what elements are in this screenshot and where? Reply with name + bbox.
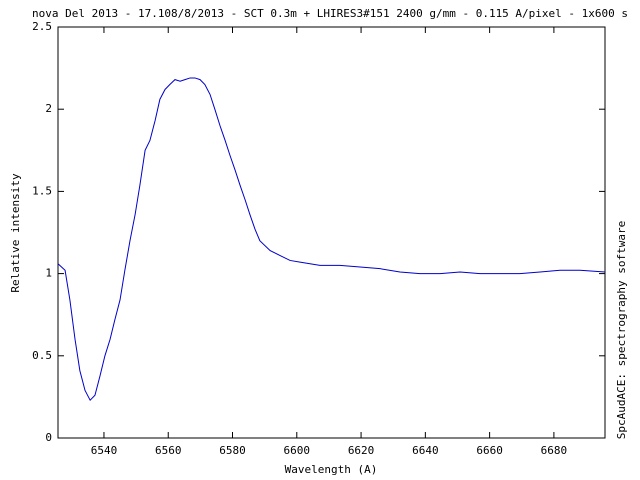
x-tick-label: 6560 [155,444,182,457]
plot-frame [57,26,606,439]
x-tick-label: 6680 [541,444,568,457]
y-tick-label: 2 [45,102,52,115]
y-tick-label: 1 [45,267,52,280]
y-axis-label: Relative intensity [9,173,22,293]
y-tick-label: 0 [45,431,52,444]
side-note: SpcAudACE: spectrography software [615,221,628,440]
y-tick-label: 1.5 [32,184,52,197]
spectrum-line [57,77,606,402]
x-tick-label: 6620 [348,444,375,457]
x-tick-label: 6600 [284,444,311,457]
y-tick-label: 2.5 [32,20,52,33]
x-tick-label: 6640 [412,444,439,457]
y-tick-label: 0.5 [32,349,52,362]
x-tick-label: 6580 [219,444,246,457]
x-axis-label: Wavelength (A) [285,463,378,476]
x-tick-label: 6660 [476,444,503,457]
chart-title: nova Del 2013 - 17.108/8/2013 - SCT 0.3m… [32,7,628,20]
x-tick-label: 6540 [91,444,118,457]
